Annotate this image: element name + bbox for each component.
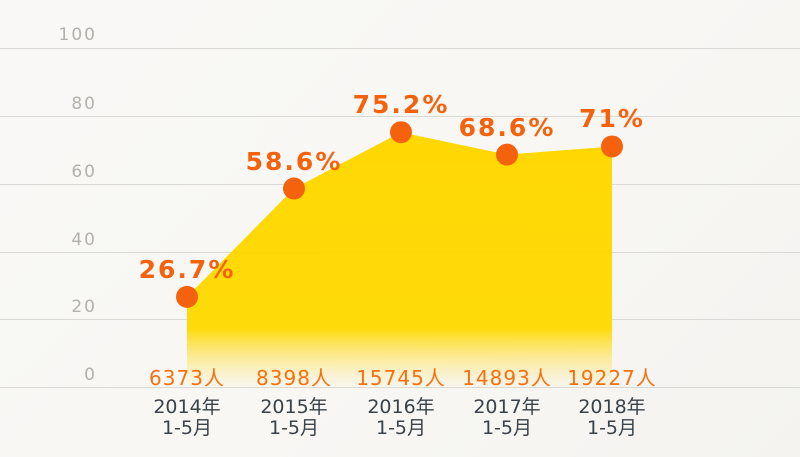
y-tick-60: 60 [71,162,97,182]
x-label-2014: 2014年 1-5月 [153,397,220,439]
data-point-markers [176,121,623,308]
x-label-month: 1-5月 [161,417,213,439]
y-tick-40: 40 [71,230,97,250]
x-label-month: 1-5月 [586,417,638,439]
x-label-2015: 2015年 1-5月 [260,397,327,439]
data-point-2016年 1-5月 [390,121,412,144]
point-label-2014: 26.7% [138,254,236,284]
y-tick-20: 20 [71,297,97,317]
x-label-year: 2017年 [473,396,541,418]
point-label-2016: 75.2% [352,90,450,120]
data-point-2014年 1-5月 [176,285,198,308]
x-label-year: 2014年 [153,396,221,418]
x-label-year: 2018年 [578,396,646,418]
y-tick-80: 80 [71,94,97,114]
data-point-2017年 1-5月 [496,143,518,166]
data-point-2015年 1-5月 [283,177,305,200]
data-point-2018年 1-5月 [601,135,623,158]
count-label-2018: 19227人 [567,366,657,390]
x-label-month: 1-5月 [268,417,320,439]
point-label-2018: 71% [579,104,645,134]
x-label-year: 2016年 [367,396,435,418]
point-label-2017: 68.6% [458,112,556,142]
x-label-2018: 2018年 1-5月 [578,397,645,439]
y-tick-100: 100 [58,25,97,45]
count-label-2014: 6373人 [149,366,225,390]
x-label-2016: 2016年 1-5月 [367,397,434,439]
x-label-2017: 2017年 1-5月 [473,397,540,439]
gridline-80 [0,116,800,117]
gridline-100 [0,48,800,49]
count-label-2016: 15745人 [356,366,446,390]
point-label-2015: 58.6% [245,146,343,176]
x-label-year: 2015年 [260,396,328,418]
x-label-month: 1-5月 [481,417,533,439]
count-label-2017: 14893人 [462,366,552,390]
x-label-month: 1-5月 [375,417,427,439]
y-tick-0: 0 [84,365,97,385]
count-label-2015: 8398人 [256,366,332,390]
